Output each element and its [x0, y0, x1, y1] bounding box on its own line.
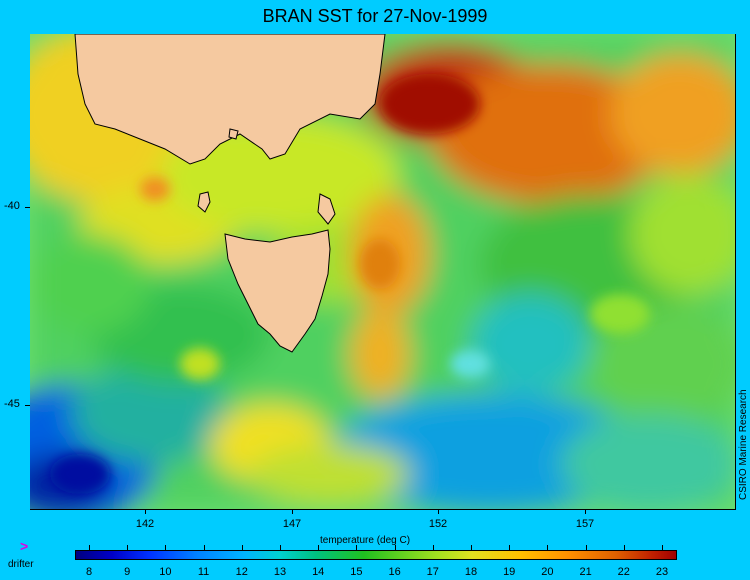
- map-title: BRAN SST for 27-Nov-1999: [262, 6, 488, 26]
- colorbar-tick: [547, 545, 549, 550]
- colorbar-tick: [585, 545, 587, 550]
- colorbar-tick-label: 19: [503, 566, 516, 578]
- colorbar-tick: [662, 545, 663, 550]
- colorbar-tick-label: 16: [388, 566, 401, 578]
- tasmania-land: [224, 229, 331, 353]
- eddy-details: [50, 74, 650, 494]
- colorbar-tick-label: 17: [426, 566, 439, 578]
- colorbar-tick-label: 8: [85, 566, 93, 578]
- mainland-land: [74, 34, 386, 165]
- lon-tick: [585, 509, 586, 514]
- lon-label: 157: [575, 518, 595, 530]
- colorbar-tick-label: 9: [124, 566, 131, 578]
- colorbar-tick: [241, 545, 243, 550]
- lat-label: -45: [4, 398, 20, 410]
- colorbar-tick: [89, 545, 90, 550]
- small-island: [228, 128, 239, 140]
- colorbar-tick-label: 15: [350, 566, 363, 578]
- colorbar-tick: [623, 545, 625, 550]
- sst-map: [30, 34, 736, 510]
- colorbar-tick-label: 21: [579, 566, 592, 578]
- colorbar-tick-label: 12: [235, 566, 248, 578]
- colorbar-tick: [356, 545, 358, 550]
- colorbar-tick: [509, 545, 511, 550]
- lon-tick: [292, 509, 293, 514]
- lon-label: 142: [135, 518, 155, 530]
- colorbar-tick-label: 13: [273, 566, 287, 578]
- lon-label: 147: [282, 518, 302, 530]
- colorbar-tick: [394, 545, 396, 550]
- lon-tick: [145, 509, 146, 514]
- colorbar-tick-label: 22: [617, 566, 630, 578]
- colorbar-tick: [471, 545, 472, 550]
- colorbar-tick: [127, 545, 129, 550]
- lon-label: 152: [428, 518, 448, 530]
- colorbar-tick: [203, 545, 205, 550]
- drifter-label: drifter: [8, 559, 34, 570]
- lat-tick: [25, 405, 30, 406]
- colorbar-tick: [432, 545, 434, 550]
- colorbar-tick-label: 18: [464, 566, 478, 578]
- lat-label: -40: [4, 200, 20, 212]
- colorbar-tick-label: 20: [541, 566, 554, 578]
- sst-field: [30, 34, 735, 509]
- flinders-island: [317, 193, 336, 225]
- credit-text: CSIRO Marine Research: [738, 389, 749, 500]
- colorbar-title: temperature (deg C): [320, 535, 411, 546]
- colorbar-tick-label: 11: [197, 566, 210, 578]
- lon-tick: [438, 509, 439, 514]
- lat-tick: [25, 207, 30, 208]
- drifter-arrow-icon: >: [20, 538, 29, 554]
- colorbar-tick: [165, 545, 167, 550]
- colorbar-tick-label: 14: [312, 566, 325, 578]
- colorbar-tick-label: 10: [159, 566, 172, 578]
- colorbar-tick: [318, 545, 320, 550]
- colorbar-tick: [280, 545, 281, 550]
- king-island: [197, 191, 211, 213]
- colorbar-tick-label: 23: [655, 566, 669, 578]
- temperature-colorbar: [75, 550, 677, 560]
